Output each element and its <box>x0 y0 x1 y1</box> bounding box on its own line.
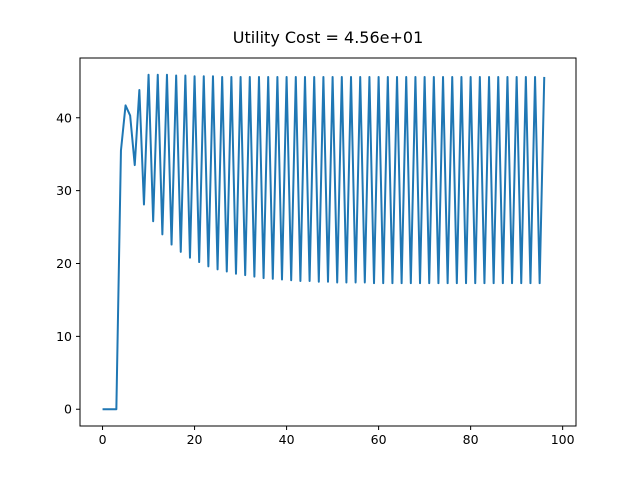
y-tick-label: 40 <box>56 110 72 125</box>
x-tick-label: 60 <box>371 432 387 447</box>
x-tick-label: 80 <box>463 432 479 447</box>
y-tick-label: 30 <box>56 183 72 198</box>
x-tick-label: 40 <box>279 432 295 447</box>
y-tick-label: 10 <box>56 329 72 344</box>
x-tick-label: 0 <box>99 432 107 447</box>
chart-title: Utility Cost = 4.56e+01 <box>233 28 424 47</box>
plot-frame <box>79 57 577 427</box>
x-tick-label: 20 <box>187 432 203 447</box>
line <box>102 73 546 411</box>
x-tick-label: 100 <box>551 432 575 447</box>
y-tick-label: 20 <box>56 256 72 271</box>
y-tick-label: 0 <box>64 402 72 417</box>
